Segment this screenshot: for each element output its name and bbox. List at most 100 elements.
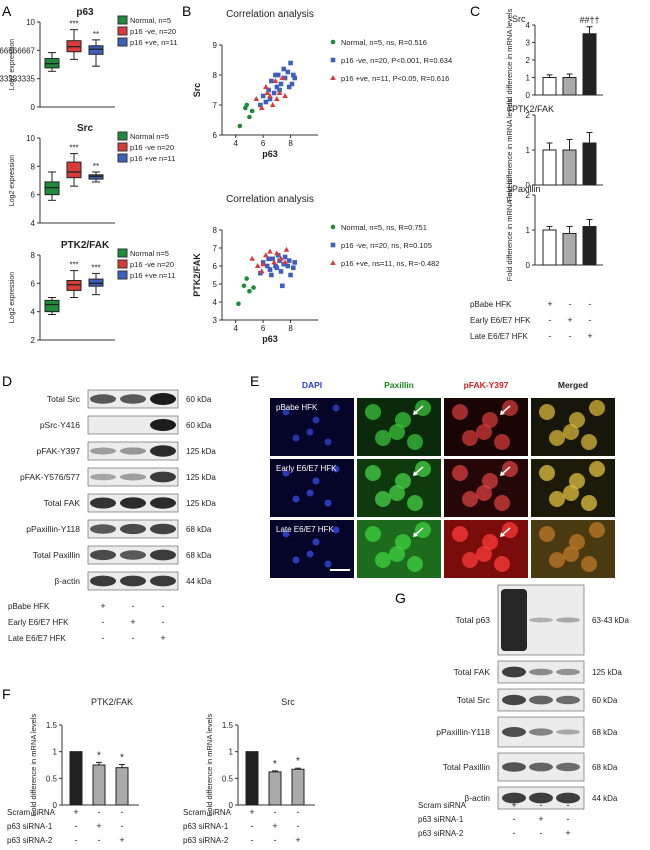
blot-band bbox=[556, 617, 580, 623]
blot-label: Total p63 bbox=[456, 615, 491, 625]
scatter-point-p16pos bbox=[282, 93, 288, 98]
cell bbox=[312, 416, 320, 424]
panel-f-ylabel: Fold difference in mRNA levels bbox=[29, 714, 38, 817]
blot-label: pFAK-Y576/577 bbox=[20, 472, 80, 482]
blot-size: 68 kDa bbox=[186, 525, 212, 534]
blot-size: 68 kDa bbox=[592, 763, 618, 772]
panel-c-barcharts: Src 0 1 2 3 4 ##†† Fold difference in mRNA leve… bbox=[470, 9, 603, 341]
row-label: Early E6/E7 HFK bbox=[276, 464, 337, 473]
cell bbox=[581, 556, 597, 572]
blot-band bbox=[120, 550, 146, 560]
scatter-point-p16neg bbox=[274, 84, 280, 90]
scatter-point-normal bbox=[251, 285, 256, 290]
row-mark: + bbox=[96, 821, 101, 831]
blot-size: 125 kDa bbox=[592, 668, 622, 677]
row-mark: - bbox=[540, 800, 543, 810]
legend-swatch bbox=[117, 37, 128, 47]
blot-size: 60 kDa bbox=[186, 421, 212, 430]
legend-label: p16 -ve, n=20, P<0.001, R=0.634 bbox=[341, 56, 452, 65]
blot-band bbox=[556, 792, 580, 804]
row-mark: + bbox=[73, 807, 78, 817]
panel-label-c: C bbox=[470, 3, 480, 19]
legend-label: p16 -ve, n=20 bbox=[130, 27, 176, 36]
column-header: DAPI bbox=[302, 380, 322, 390]
bar bbox=[115, 767, 129, 806]
row-mark: - bbox=[121, 807, 124, 817]
cell bbox=[539, 526, 555, 542]
bar bbox=[268, 771, 282, 806]
cell bbox=[462, 491, 478, 507]
scatter-point-p16pos bbox=[258, 268, 265, 274]
row-mark: + bbox=[567, 315, 572, 325]
blot-band bbox=[502, 792, 526, 804]
significance-mark: *** bbox=[69, 144, 78, 153]
row-label: p63 siRNA-2 bbox=[418, 829, 464, 838]
row-mark: + bbox=[119, 835, 124, 845]
cell bbox=[589, 461, 605, 477]
box-1 bbox=[66, 280, 82, 291]
scatter-point-p16pos bbox=[276, 90, 283, 95]
row-label: p63 siRNA-1 bbox=[7, 822, 53, 831]
row-mark: + bbox=[565, 828, 570, 838]
blot-band bbox=[502, 666, 526, 678]
bar bbox=[562, 77, 577, 96]
panel-b-title: Correlation analysis bbox=[226, 9, 314, 20]
blot-band bbox=[529, 695, 553, 705]
panel-a-ylabel: Log2 expression bbox=[9, 272, 16, 323]
blot-label: pPaxillin-Y118 bbox=[26, 524, 80, 534]
scatter-point-p16neg bbox=[263, 99, 269, 105]
blot-size: 68 kDa bbox=[592, 728, 618, 737]
cell bbox=[365, 465, 381, 481]
row-label: p63 siRNA-2 bbox=[7, 836, 53, 845]
scatter-point-p16pos bbox=[258, 105, 265, 110]
blot-size: 68 kDa bbox=[186, 551, 212, 560]
arrow-icon bbox=[501, 466, 511, 475]
row-label: p63 siRNA-2 bbox=[183, 836, 229, 845]
scatter-point-p16neg bbox=[288, 60, 293, 66]
panel-b-x-tick-label: 8 bbox=[288, 324, 293, 333]
scatter-point-p16neg bbox=[264, 263, 270, 269]
panel-b-y-tick-label: 7 bbox=[213, 244, 218, 253]
legend-label: Normal n=5 bbox=[130, 132, 169, 141]
arrow-icon bbox=[500, 410, 505, 415]
scatter-point-p16neg bbox=[271, 90, 277, 96]
panel-b-scatterplots: Correlation analysis 6 7 8 9 4 6 8 p63 Src Normal,… bbox=[192, 9, 452, 344]
panel-f-y-tick-label: 1 bbox=[53, 748, 58, 757]
panel-c-title: Src bbox=[512, 14, 526, 24]
scatter-point-p16neg bbox=[266, 87, 271, 93]
blot-band bbox=[90, 497, 116, 509]
legend-label: Normal, n=5 bbox=[130, 16, 171, 25]
scatter-point-p16neg bbox=[292, 75, 297, 81]
blot-band bbox=[120, 394, 146, 404]
cell bbox=[389, 424, 405, 440]
row-mark: - bbox=[549, 331, 552, 341]
row-mark: - bbox=[567, 814, 570, 824]
blot-band bbox=[529, 617, 553, 623]
scatter-point-p16pos bbox=[263, 84, 269, 89]
significance-mark: *** bbox=[69, 20, 78, 29]
blot-band bbox=[150, 523, 176, 535]
scatter-point-p16pos bbox=[254, 263, 261, 268]
bar bbox=[542, 77, 557, 96]
panel-c-y-tick-label: 3 bbox=[526, 39, 531, 48]
panel-c-title: Paxillin bbox=[512, 184, 541, 194]
blot-band bbox=[120, 447, 146, 455]
scatter-point-p16neg bbox=[285, 263, 291, 269]
cell bbox=[462, 430, 478, 446]
row-mark: - bbox=[274, 835, 277, 845]
panel-a-y-tick-label: 6 bbox=[31, 191, 36, 200]
scatter-point-p16pos bbox=[274, 96, 280, 101]
cell bbox=[482, 473, 498, 489]
significance-mark: ** bbox=[93, 162, 99, 171]
bar bbox=[542, 149, 557, 186]
cell bbox=[292, 434, 300, 442]
cell bbox=[589, 400, 605, 416]
cell bbox=[589, 522, 605, 538]
bar bbox=[92, 764, 106, 806]
panel-f-y-tick-label: 1.5 bbox=[46, 721, 58, 730]
panel-a-y-tick-label: 8 bbox=[31, 251, 36, 260]
cell bbox=[395, 412, 411, 428]
bar bbox=[582, 226, 597, 266]
panel-f-y-tick-label: 1.5 bbox=[222, 721, 234, 730]
cell bbox=[312, 477, 320, 485]
